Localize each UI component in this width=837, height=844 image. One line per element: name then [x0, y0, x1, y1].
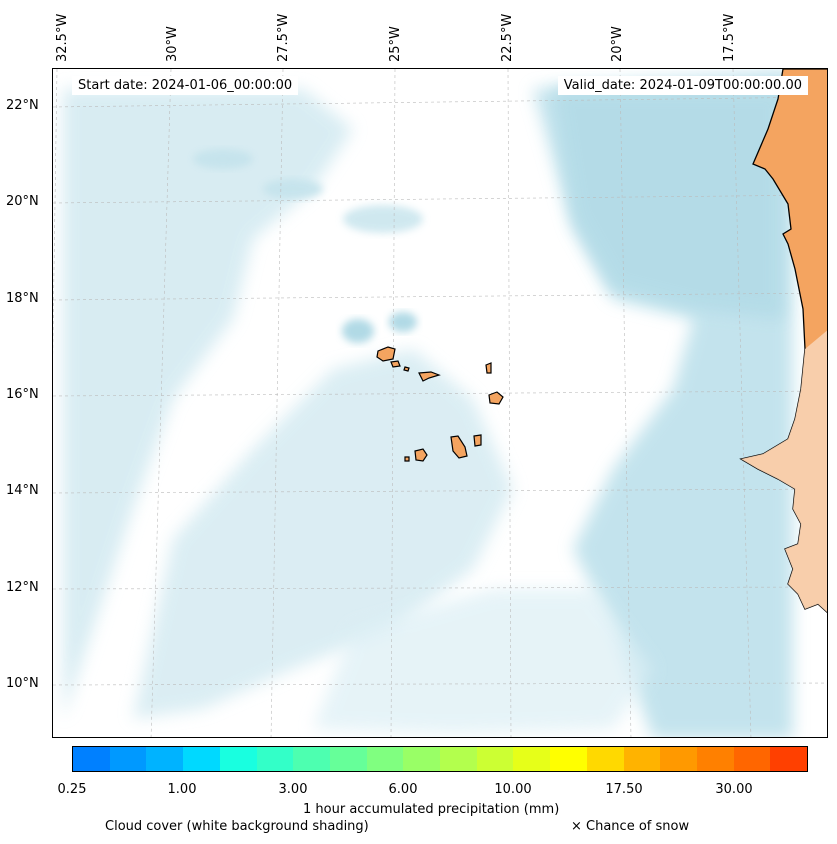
colorbar-title: 1 hour accumulated precipitation (mm): [303, 802, 560, 817]
island-sao-vicente: [390, 360, 401, 368]
cloud-cover-shading: [63, 69, 793, 737]
colorbar-tick-label: 30.00: [715, 782, 753, 797]
longitude-label: 32.5°W: [55, 13, 70, 62]
cloud-blob: [193, 149, 253, 169]
colorbar-segment: [440, 747, 477, 771]
colorbar-segment: [660, 747, 697, 771]
cloud-region: [553, 89, 783, 319]
colorbar-segment: [183, 747, 220, 771]
gridline-lon: [732, 69, 752, 737]
cloud-blob: [389, 312, 417, 332]
colorbar-tick-label: 10.00: [494, 782, 532, 797]
island-fogo: [414, 448, 428, 462]
colorbar-segment: [329, 747, 367, 771]
longitude-label: 30°W: [165, 26, 180, 62]
cloud-blob: [263, 179, 323, 199]
colorbar-segment: [256, 747, 294, 771]
latitude-label: 20°N: [6, 194, 39, 209]
gridline-lon: [150, 69, 172, 737]
latitude-label: 12°N: [6, 580, 39, 595]
longitude-label: 22.5°W: [500, 13, 515, 62]
precipitation-colorbar: [72, 746, 808, 772]
cloud-blob: [342, 319, 374, 343]
latitude-label: 18°N: [6, 291, 39, 306]
island-brava: [404, 456, 410, 462]
gridline-lon: [619, 69, 632, 737]
african-coast: [739, 69, 827, 614]
colorbar-segment: [73, 747, 110, 771]
colorbar-segment: [550, 747, 587, 771]
cloud-region: [313, 589, 653, 734]
island-sao-nicolau: [418, 371, 441, 382]
island-santiago: [450, 435, 468, 459]
colorbar-segment: [366, 747, 404, 771]
land-interior-light: [741, 330, 827, 613]
cape-verde-islands: [376, 346, 504, 462]
longitude-label: 20°W: [610, 26, 625, 62]
valid-date-label: Valid_date: 2024-01-09T00:00:00.00: [557, 76, 808, 95]
island-santo-antao: [376, 346, 396, 362]
latitude-label: 22°N: [6, 98, 39, 113]
longitude-label: 25°W: [388, 26, 403, 62]
colorbar-segment: [770, 747, 808, 771]
gridline-lon: [390, 69, 396, 737]
latitude-label: 10°N: [6, 676, 39, 691]
colorbar-segment: [476, 747, 514, 771]
gridline-lon: [270, 69, 284, 737]
colorbar-segment: [146, 747, 184, 771]
colorbar-segment: [219, 747, 257, 771]
colorbar-tick-label: 3.00: [278, 782, 308, 797]
map-canvas: [53, 69, 827, 737]
gridline-lon: [53, 69, 58, 358]
colorbar-segment: [109, 747, 147, 771]
longitude-label: 27.5°W: [276, 13, 291, 62]
colorbar-segment: [403, 747, 441, 771]
colorbar-segment: [586, 747, 624, 771]
colorbar-segment: [623, 747, 661, 771]
colorbar-segment: [293, 747, 330, 771]
cloud-region: [133, 349, 513, 719]
map-panel[interactable]: [52, 68, 828, 738]
graticule: [53, 69, 827, 737]
colorbar-tick-label: 17.50: [605, 782, 643, 797]
island-sal: [485, 362, 492, 374]
island-santa-luzia: [403, 366, 410, 372]
colorbar-tick-label: 1.00: [167, 782, 197, 797]
cloud-cover-legend: Cloud cover (white background shading): [105, 819, 369, 834]
longitude-label: 17.5°W: [722, 13, 737, 62]
cloud-region: [63, 89, 353, 719]
island-boa-vista: [488, 391, 504, 405]
island-maio: [473, 434, 482, 447]
colorbar-segment: [513, 747, 551, 771]
start-date-label: Start date: 2024-01-06_00:00:00: [72, 76, 299, 95]
gridline-lon: [507, 69, 512, 737]
colorbar-segment: [696, 747, 734, 771]
cloud-blob: [343, 205, 423, 233]
colorbar-segment: [733, 747, 771, 771]
snow-legend: × Chance of snow: [571, 819, 690, 834]
latitude-label: 16°N: [6, 387, 39, 402]
latitude-label: 14°N: [6, 483, 39, 498]
colorbar-tick-label: 0.25: [57, 782, 87, 797]
colorbar-tick-label: 6.00: [388, 782, 418, 797]
